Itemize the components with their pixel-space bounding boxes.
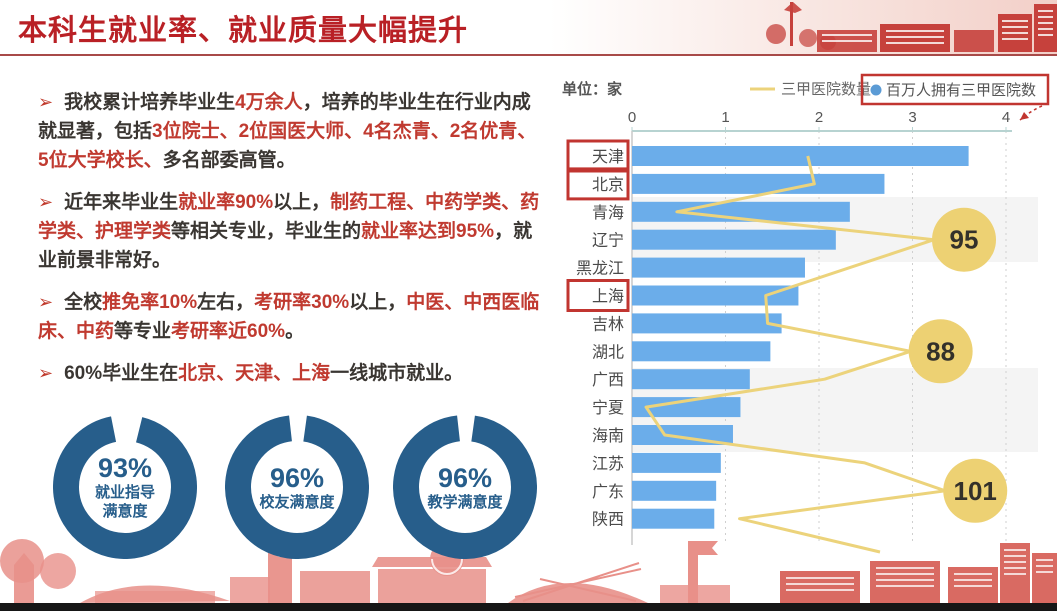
hospital-bar-chart: 单位：家 三甲医院数量 百万人拥有三甲医院数 0 1 2 3 4 天津北京青海辽宁黑龙江上海吉林…	[560, 70, 1052, 570]
category-label-黑龙江: 黑龙江	[576, 260, 624, 278]
legend-dot-sample	[870, 84, 882, 96]
x-tick-label: 0	[628, 109, 636, 126]
bullet-text-segment: ，就业前景非常好。	[38, 221, 533, 271]
highlight-box-上海	[566, 279, 630, 312]
bar-广西	[632, 369, 750, 390]
bar-天津	[632, 146, 969, 166]
value-bubble-label: 95	[950, 225, 979, 255]
bullet-text-segment: 等专业	[114, 321, 172, 342]
page-title: 本科生就业率、就业质量大幅提升	[18, 15, 469, 47]
x-tick-label: 1	[721, 109, 729, 126]
bar-湖北	[632, 341, 771, 362]
annotation-arrowhead	[1020, 112, 1029, 120]
bar-北京	[632, 173, 885, 194]
category-label-吉林: 吉林	[592, 315, 624, 333]
bullet-item-4: ➢ 60%毕业生在北京、天津、上海一线城市就业。	[38, 359, 546, 388]
category-label-上海: 上海	[592, 288, 624, 306]
category-label-北京: 北京	[592, 176, 624, 194]
bullet-text-segment: 考研率30%	[254, 292, 350, 313]
bullet-text-segment: 中医、中西医临床、中药	[38, 292, 540, 342]
category-label-辽宁: 辽宁	[592, 232, 624, 250]
annotation-arrow	[1019, 105, 1043, 121]
donut-label: 教学满意度	[427, 493, 503, 511]
value-bubble-辽宁	[932, 207, 997, 272]
legend-highlight-box	[860, 73, 1050, 106]
category-label-湖北: 湖北	[592, 343, 624, 361]
bullet-arrow-icon: ➢	[38, 292, 54, 312]
bar-广东	[632, 480, 717, 501]
bullet-text-segment: 我校累计培养毕业生	[64, 92, 236, 113]
bullet-text-segment: 多名部委高管。	[162, 150, 296, 171]
category-label-青海: 青海	[592, 204, 624, 222]
legend-label-line-series: 三甲医院数量	[781, 80, 871, 98]
value-bubble-广东	[943, 458, 1008, 523]
bullet-text-segment: 左右，	[197, 292, 255, 313]
bullet-arrow-icon: ➢	[38, 363, 54, 383]
category-label-广西: 广西	[592, 371, 624, 389]
unit-label: 单位：家	[562, 80, 622, 98]
bullet-item-2: ➢ 近年来毕业生就业率90%以上，制药工程、中药学类、药学类、护理学类等相关专业，…	[38, 188, 546, 275]
category-label-广东: 广东	[592, 483, 624, 501]
bottom-black-strip	[0, 603, 1057, 611]
bullet-text-segment: 北京、天津、上海	[178, 363, 331, 384]
bullet-arrow-icon: ➢	[38, 192, 54, 212]
bullet-text-segment: 推免率10%	[102, 292, 198, 313]
bullet-text-segment: ，培养的毕业生在行业内成就显著，包括	[38, 92, 531, 142]
bar-黑龙江	[632, 257, 805, 278]
legend-label-bar-series: 百万人拥有三甲医院数	[886, 81, 1036, 99]
highlight-box-北京	[566, 167, 630, 201]
bullet-text-segment: 制药工程、中药学类、药学类、护理学类	[38, 192, 540, 242]
bar-江苏	[632, 452, 721, 473]
bullet-text-segment: 就业率达到95%	[361, 221, 495, 242]
value-bubble-label: 88	[926, 336, 955, 366]
bullet-text-segment: 60%毕业生在	[64, 363, 179, 384]
x-tick-label: 3	[908, 109, 916, 126]
x-tick-label: 2	[815, 109, 823, 126]
bullet-text-segment: 近年来毕业生	[64, 192, 179, 213]
bullet-list: ➢ 我校累计培养毕业生4万余人，培养的毕业生在行业内成就显著，包括3位院士、2位国…	[38, 88, 546, 401]
category-label-海南: 海南	[592, 427, 624, 445]
donut-percent-value: 96%	[437, 462, 493, 493]
bullet-item-1: ➢ 我校累计培养毕业生4万余人，培养的毕业生在行业内成就显著，包括3位院士、2位国…	[38, 88, 546, 175]
bullet-text-segment: 以上，	[273, 192, 331, 213]
bullet-text-segment: 。	[285, 321, 305, 342]
value-bubble-湖北	[908, 319, 973, 384]
value-bubble-label: 101	[954, 476, 997, 506]
bar-青海	[632, 201, 850, 222]
x-tick-label: 4	[1002, 109, 1010, 126]
city-skyline-illustration	[0, 535, 1057, 603]
campus-illustration-top-right	[766, 2, 1057, 52]
bullet-text-segment: 就业率90%	[178, 192, 274, 213]
bullet-text-segment: 等相关专业，毕业生的	[171, 221, 362, 242]
bullet-text-segment: 考研率近60%	[171, 321, 286, 342]
category-label-宁夏: 宁夏	[592, 399, 624, 417]
bullet-text-segment: 全校	[64, 292, 103, 313]
donut-label: 满意度	[102, 503, 148, 520]
bullet-item-3: ➢ 全校推免率10%左右，考研率30%以上，中医、中西医临床、中药等专业考研率近6…	[38, 288, 546, 346]
bar-宁夏	[632, 397, 741, 418]
highlight-box-天津	[566, 139, 630, 173]
donut-label: 校友满意度	[259, 493, 335, 511]
bullet-text-segment: 一线城市就业。	[330, 363, 464, 384]
bar-陕西	[632, 508, 715, 529]
title-underline	[0, 54, 1057, 56]
bullet-arrow-icon: ➢	[38, 92, 54, 112]
bar-辽宁	[632, 229, 836, 250]
category-label-江苏: 江苏	[592, 455, 624, 473]
category-label-天津: 天津	[592, 148, 624, 166]
bar-上海	[632, 285, 799, 306]
bullet-text-segment: 4万余人	[235, 92, 303, 113]
category-label-陕西: 陕西	[592, 511, 624, 529]
donut-percent-value: 93%	[97, 453, 153, 483]
bar-吉林	[632, 313, 782, 334]
donut-percent-value: 96%	[269, 462, 325, 493]
donut-label: 就业指导	[94, 484, 155, 501]
bullet-text-segment: 以上，	[349, 292, 407, 313]
bullet-text-segment: 3位院士、2位国医大师、4名杰青、2名优青、5位大学校长、	[38, 121, 537, 171]
